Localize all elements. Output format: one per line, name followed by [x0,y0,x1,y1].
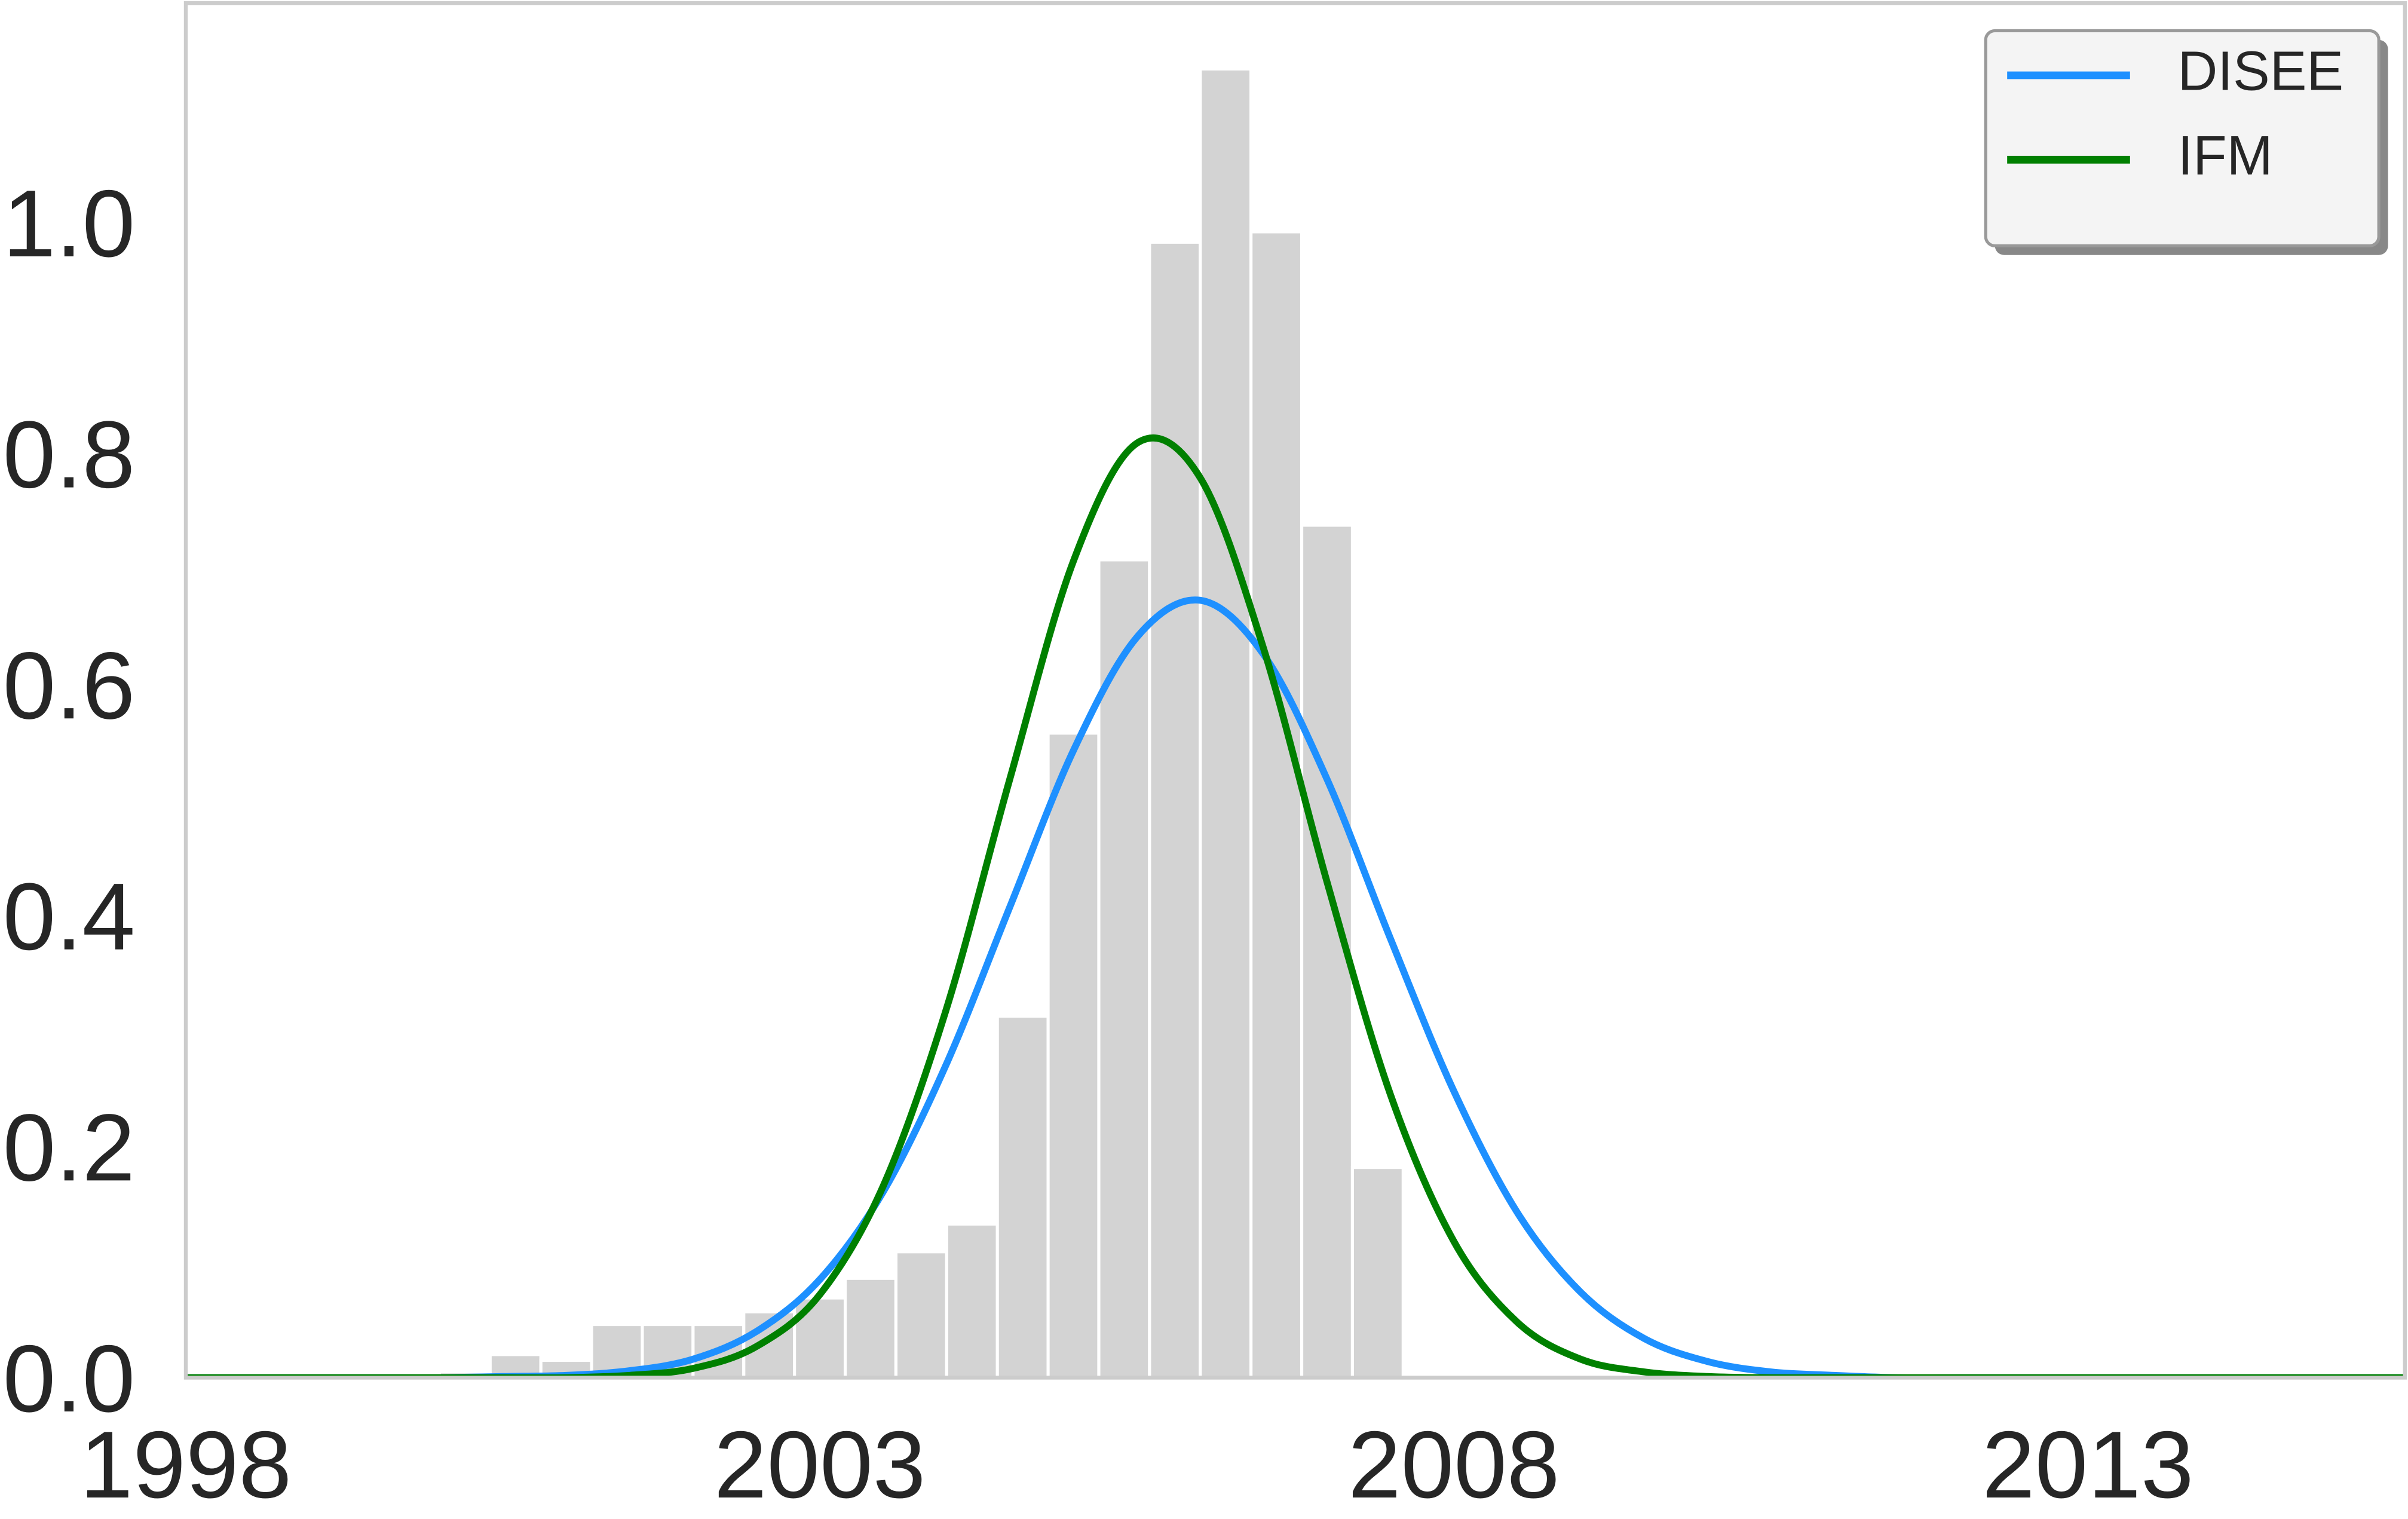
histogram-bar [945,1222,999,1378]
y-tick-label: 0.0 [3,1325,136,1432]
y-tick-label: 0.8 [3,402,136,508]
histogram-bar [894,1250,948,1378]
histogram-bar [995,1014,1050,1378]
ticks: 1998 2003 2008 2013 0.0 0.2 0.4 0.6 0.8 1.0 [3,170,2194,1518]
histogram-bar [1148,240,1202,1378]
legend-box [1984,29,2381,247]
legend-label: IFM [2177,124,2272,186]
axes-frame [183,1,2407,1380]
legend-label: DISEE [2177,39,2343,102]
histogram-bar [1046,731,1101,1378]
x-tick-label: 2008 [1348,1411,1560,1518]
y-tick-label: 0.6 [3,632,136,739]
histogram-bar [1199,67,1253,1378]
y-tick-label: 0.2 [3,1094,136,1200]
x-tick-label: 2013 [1982,1411,2193,1518]
x-tick-label: 2003 [714,1411,926,1518]
plot-area [185,67,2405,1378]
y-tick-label: 1.0 [3,170,136,277]
histogram-bar [1097,558,1151,1378]
histogram-bar [843,1276,897,1378]
histogram-bar [1350,1166,1405,1378]
legend: DISEE IFM [1984,29,2388,255]
histogram-bar [1249,230,1304,1378]
y-tick-label: 0.4 [3,863,136,970]
x-tick-label: 1998 [80,1411,292,1518]
